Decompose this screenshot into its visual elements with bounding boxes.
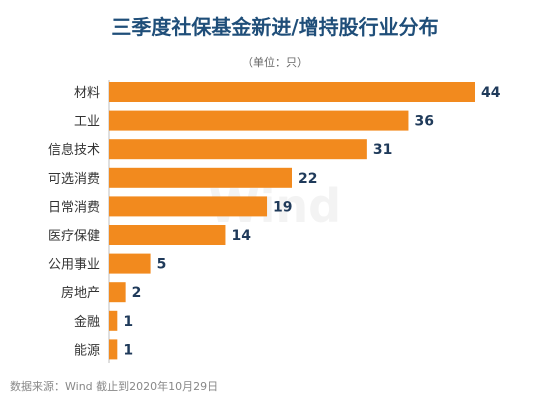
value-label-cat-9: 1 [123,342,133,358]
category-label-cat-3: 可选消费 [48,172,100,187]
bar-cat-1 [109,110,409,131]
bar-cat-7 [109,282,126,303]
bar-cat-3 [109,167,292,188]
value-label-cat-8: 1 [123,314,133,330]
category-label-cat-2: 信息技术 [48,142,100,158]
bar-cat-8 [109,310,118,331]
value-labels-group: 44 36 31 22 19 14 52 1 1 [123,85,500,358]
category-label-cat-4: 日常消费 [48,200,100,215]
value-label-cat-6: 5 [157,257,167,273]
category-label-cat-6: 公用事业 [48,258,100,273]
bar-cat-0 [109,82,475,102]
value-label-cat-0: 44 [481,85,501,101]
category-label-cat-5: 医疗保健 [48,229,100,244]
bar-cat-4 [109,196,268,217]
value-label-cat-4: 19 [273,199,292,215]
value-label-cat-3: 22 [298,171,317,187]
chart-title: 三季度社保基金新进/增持股行业分布 [111,15,438,39]
bar-cat-9 [109,339,118,360]
category-label-cat-0: 材料 [74,86,100,101]
category-label-cat-7: 房地产 [61,285,100,301]
value-label-cat-1: 36 [414,114,433,130]
value-label-cat-2: 31 [373,142,392,158]
bars-group [109,82,475,360]
category-label-cat-9: 能源 [74,343,100,358]
source-note: 数据来源：Wind 截止到2020年10月29日 [10,379,218,393]
value-label-cat-7: 2 [132,285,142,301]
bar-cat-5 [109,225,226,245]
category-label-cat-1: 工业 [74,115,100,130]
bar-cat-2 [109,139,367,160]
unit-note: （单位：只） [242,55,308,69]
bar-cat-6 [109,253,151,274]
value-label-cat-5: 14 [231,228,251,244]
category-label-cat-8: 金融 [74,314,100,330]
